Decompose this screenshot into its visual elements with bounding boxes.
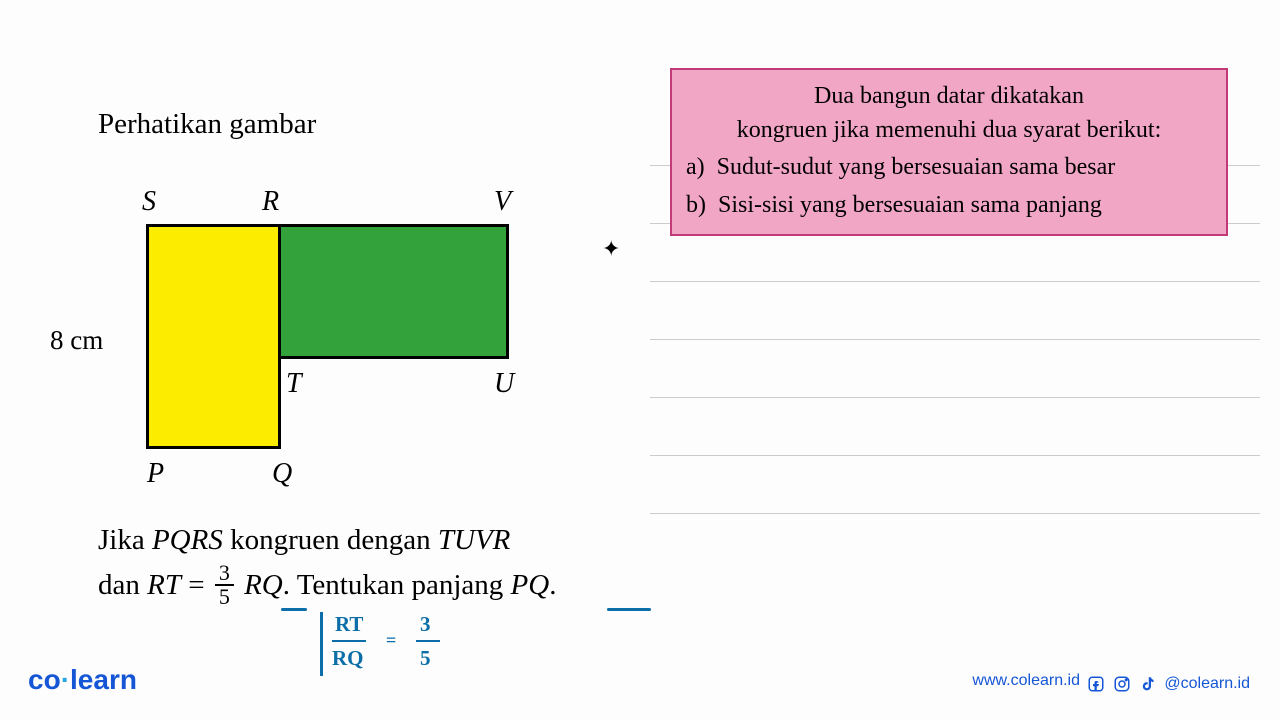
- vertex-U: U: [494, 368, 514, 400]
- a-prefix: a): [686, 154, 705, 180]
- q-rt: RT: [147, 569, 181, 601]
- rect-yellow: [146, 224, 281, 449]
- vertex-T: T: [286, 368, 302, 400]
- info-item-b: b) Sisi-sisi yang bersesuaian sama panja…: [686, 189, 1212, 223]
- info-item-a: a) Sudut-sudut yang bersesuaian sama bes…: [686, 151, 1212, 185]
- q-pqrs: PQRS: [152, 524, 223, 556]
- b-text: Sisi-sisi yang bersesuaian sama panjang: [718, 192, 1102, 218]
- underline-pq: [607, 608, 651, 611]
- logo-dot: ·: [61, 664, 70, 695]
- b-prefix: b): [686, 192, 706, 218]
- right-panel: Dua bangun datar dikatakan kongruen jika…: [660, 0, 1280, 720]
- hand-3: 3: [420, 612, 431, 637]
- info-heading1: Dua bangun datar dikatakan: [686, 80, 1212, 114]
- title: Perhatikan gambar: [98, 108, 316, 141]
- q-eq: =: [181, 569, 212, 601]
- q-text: kongruen dengan: [223, 524, 438, 556]
- instagram-icon: [1112, 674, 1132, 694]
- underline-rq: [281, 608, 307, 611]
- vertex-V: V: [494, 186, 511, 218]
- footer-url: www.colearn.id: [972, 672, 1080, 690]
- q-pq: PQ: [511, 569, 550, 601]
- dimension-8cm: 8 cm: [50, 325, 103, 356]
- cursor-icon: ✦: [602, 236, 620, 262]
- a-text: Sudut-sudut yang bersesuaian sama besar: [717, 154, 1116, 180]
- frac-den: 5: [215, 586, 234, 608]
- diagram: S R V T U P Q 8 cm: [50, 180, 550, 500]
- vertex-S: S: [142, 186, 156, 218]
- vertex-P: P: [147, 458, 164, 490]
- rect-green: [278, 224, 509, 359]
- frac-num: 3: [215, 562, 234, 586]
- vertex-Q: Q: [272, 458, 292, 490]
- question-text: Jika PQRS kongruen dengan TUVR dan RT = …: [98, 518, 658, 610]
- q-text: Jika: [98, 524, 152, 556]
- q-period: .: [549, 569, 556, 601]
- logo-co: co: [28, 664, 61, 695]
- tiktok-icon: [1138, 674, 1158, 694]
- footer: co·learn www.colearn.id @colearn.id: [0, 656, 1280, 696]
- logo-learn: learn: [70, 664, 137, 695]
- q-rq: RQ: [237, 569, 283, 601]
- hand-eq: =: [386, 630, 396, 651]
- logo: co·learn: [28, 664, 137, 696]
- hand-fracbar2: [416, 640, 440, 642]
- facebook-icon: [1086, 674, 1106, 694]
- q-text: . Tentukan panjang: [283, 569, 511, 601]
- q-tuvr: TUVR: [438, 524, 511, 556]
- fraction-3-5: 35: [215, 562, 234, 608]
- info-box: Dua bangun datar dikatakan kongruen jika…: [670, 68, 1228, 236]
- hand-fracbar1: [332, 640, 366, 642]
- vertex-R: R: [262, 186, 279, 218]
- info-heading2: kongruen jika memenuhi dua syarat beriku…: [686, 114, 1212, 148]
- footer-socials: @colearn.id: [1086, 674, 1250, 694]
- q-text: dan: [98, 569, 147, 601]
- hand-rt: RT: [335, 612, 363, 637]
- left-panel: Perhatikan gambar S R V T U P Q 8 cm Jik…: [0, 0, 660, 720]
- footer-handle: @colearn.id: [1164, 675, 1250, 693]
